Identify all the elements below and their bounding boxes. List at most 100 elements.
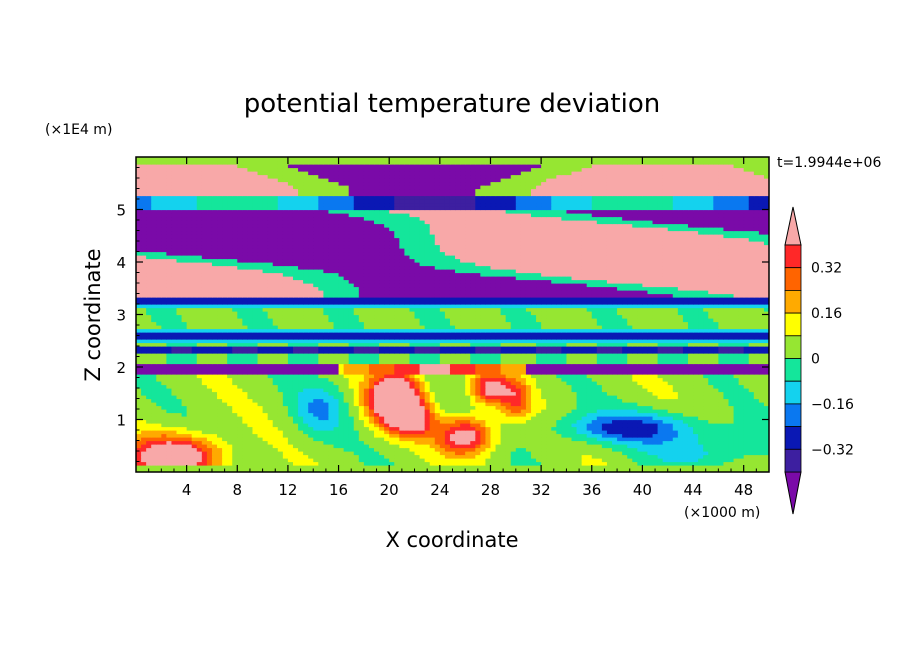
heatmap-cell: [384, 458, 390, 463]
heatmap-cell: [743, 451, 750, 456]
heatmap-cell: [708, 440, 714, 445]
heatmap-cell: [338, 391, 345, 396]
heatmap-cell: [444, 451, 451, 456]
heatmap-cell: [551, 444, 557, 449]
heatmap-cell: [561, 356, 568, 361]
heatmap-cell: [313, 377, 319, 382]
heatmap-cell: [713, 447, 719, 452]
heatmap-cell: [606, 461, 613, 466]
heatmap-cell: [353, 437, 360, 442]
heatmap-cell: [282, 440, 289, 445]
heatmap-cell: [677, 384, 684, 389]
heatmap-cell: [525, 353, 532, 358]
heatmap-cell: [287, 370, 294, 375]
heatmap-cell: [698, 363, 704, 368]
heatmap-cell: [541, 367, 547, 372]
heatmap-cell: [718, 423, 725, 428]
heatmap-cell: [500, 419, 507, 424]
heatmap-cell: [520, 395, 527, 400]
heatmap-cell: [287, 395, 294, 400]
heatmap-cell: [404, 363, 411, 368]
heatmap-cell: [156, 447, 162, 452]
heatmap-cell: [272, 405, 279, 410]
heatmap-cell: [186, 388, 193, 393]
heatmap-cell: [763, 370, 769, 375]
heatmap-cell: [510, 412, 517, 417]
heatmap-cell: [156, 444, 162, 449]
heatmap-cell: [323, 367, 330, 372]
heatmap-cell: [201, 339, 208, 344]
heatmap-cell: [637, 451, 643, 456]
heatmap-cell: [176, 332, 183, 337]
heatmap-cell: [647, 454, 654, 459]
heatmap-cell: [277, 412, 284, 417]
heatmap-cell: [196, 447, 203, 452]
heatmap-cell: [586, 416, 593, 421]
heatmap-cell: [748, 433, 755, 438]
heatmap-cell: [510, 454, 517, 459]
heatmap-cell: [287, 367, 294, 372]
heatmap-cell: [434, 412, 441, 417]
heatmap-cell: [515, 419, 522, 424]
heatmap-cell: [176, 349, 183, 354]
heatmap-cell: [404, 349, 411, 354]
heatmap-cell: [267, 367, 274, 372]
heatmap-cell: [186, 468, 193, 472]
heatmap-cell: [561, 433, 568, 438]
heatmap-cell: [399, 430, 405, 435]
heatmap-cell: [282, 405, 289, 410]
heatmap-cell: [748, 363, 755, 368]
heatmap-cell: [662, 388, 669, 393]
heatmap-cell: [708, 377, 714, 382]
heatmap-cell: [530, 412, 537, 417]
heatmap-cell: [596, 423, 603, 428]
heatmap-cell: [586, 444, 593, 449]
heatmap-cell: [272, 346, 279, 351]
heatmap-cell: [647, 423, 654, 428]
heatmap-cell: [672, 398, 679, 403]
heatmap-cell: [723, 423, 730, 428]
heatmap-cell: [409, 437, 416, 442]
heatmap-cell: [414, 444, 421, 449]
heatmap-cell: [743, 391, 750, 396]
heatmap-cell: [232, 405, 238, 410]
heatmap-cell: [389, 360, 395, 365]
heatmap-cell: [515, 360, 522, 365]
heatmap-cell: [662, 454, 669, 459]
heatmap-cell: [323, 356, 330, 361]
heatmap-cell: [399, 395, 405, 400]
heatmap-cell: [323, 458, 330, 463]
heatmap-cell: [368, 409, 375, 414]
heatmap-cell: [758, 374, 765, 379]
heatmap-cell: [480, 395, 487, 400]
heatmap-cell: [525, 335, 532, 340]
heatmap-cell: [151, 458, 157, 463]
heatmap-cell: [394, 444, 400, 449]
heatmap-cell: [217, 419, 223, 424]
heatmap-cell: [211, 335, 218, 340]
heatmap-cell: [617, 454, 623, 459]
heatmap-cell: [753, 412, 760, 417]
heatmap-cell: [718, 412, 725, 417]
heatmap-cell: [348, 339, 355, 344]
heatmap-cell: [612, 353, 618, 358]
heatmap-cell: [622, 409, 628, 414]
heatmap-cell: [242, 465, 248, 470]
heatmap-cell: [384, 461, 390, 466]
heatmap-cell: [525, 440, 532, 445]
heatmap-cell: [146, 377, 152, 382]
heatmap-cell: [556, 412, 562, 417]
heatmap-cell: [151, 444, 157, 449]
heatmap-cell: [217, 430, 223, 435]
heatmap-cell: [232, 339, 238, 344]
heatmap-cell: [591, 430, 598, 435]
heatmap-cell: [267, 468, 274, 472]
heatmap-cell: [733, 458, 740, 463]
heatmap-cell: [566, 395, 573, 400]
heatmap-cell: [667, 412, 674, 417]
heatmap-cell: [161, 465, 167, 470]
heatmap-cell: [738, 349, 745, 354]
heatmap-cell: [510, 335, 517, 340]
heatmap-cell: [206, 391, 213, 396]
heatmap-cell: [632, 423, 638, 428]
